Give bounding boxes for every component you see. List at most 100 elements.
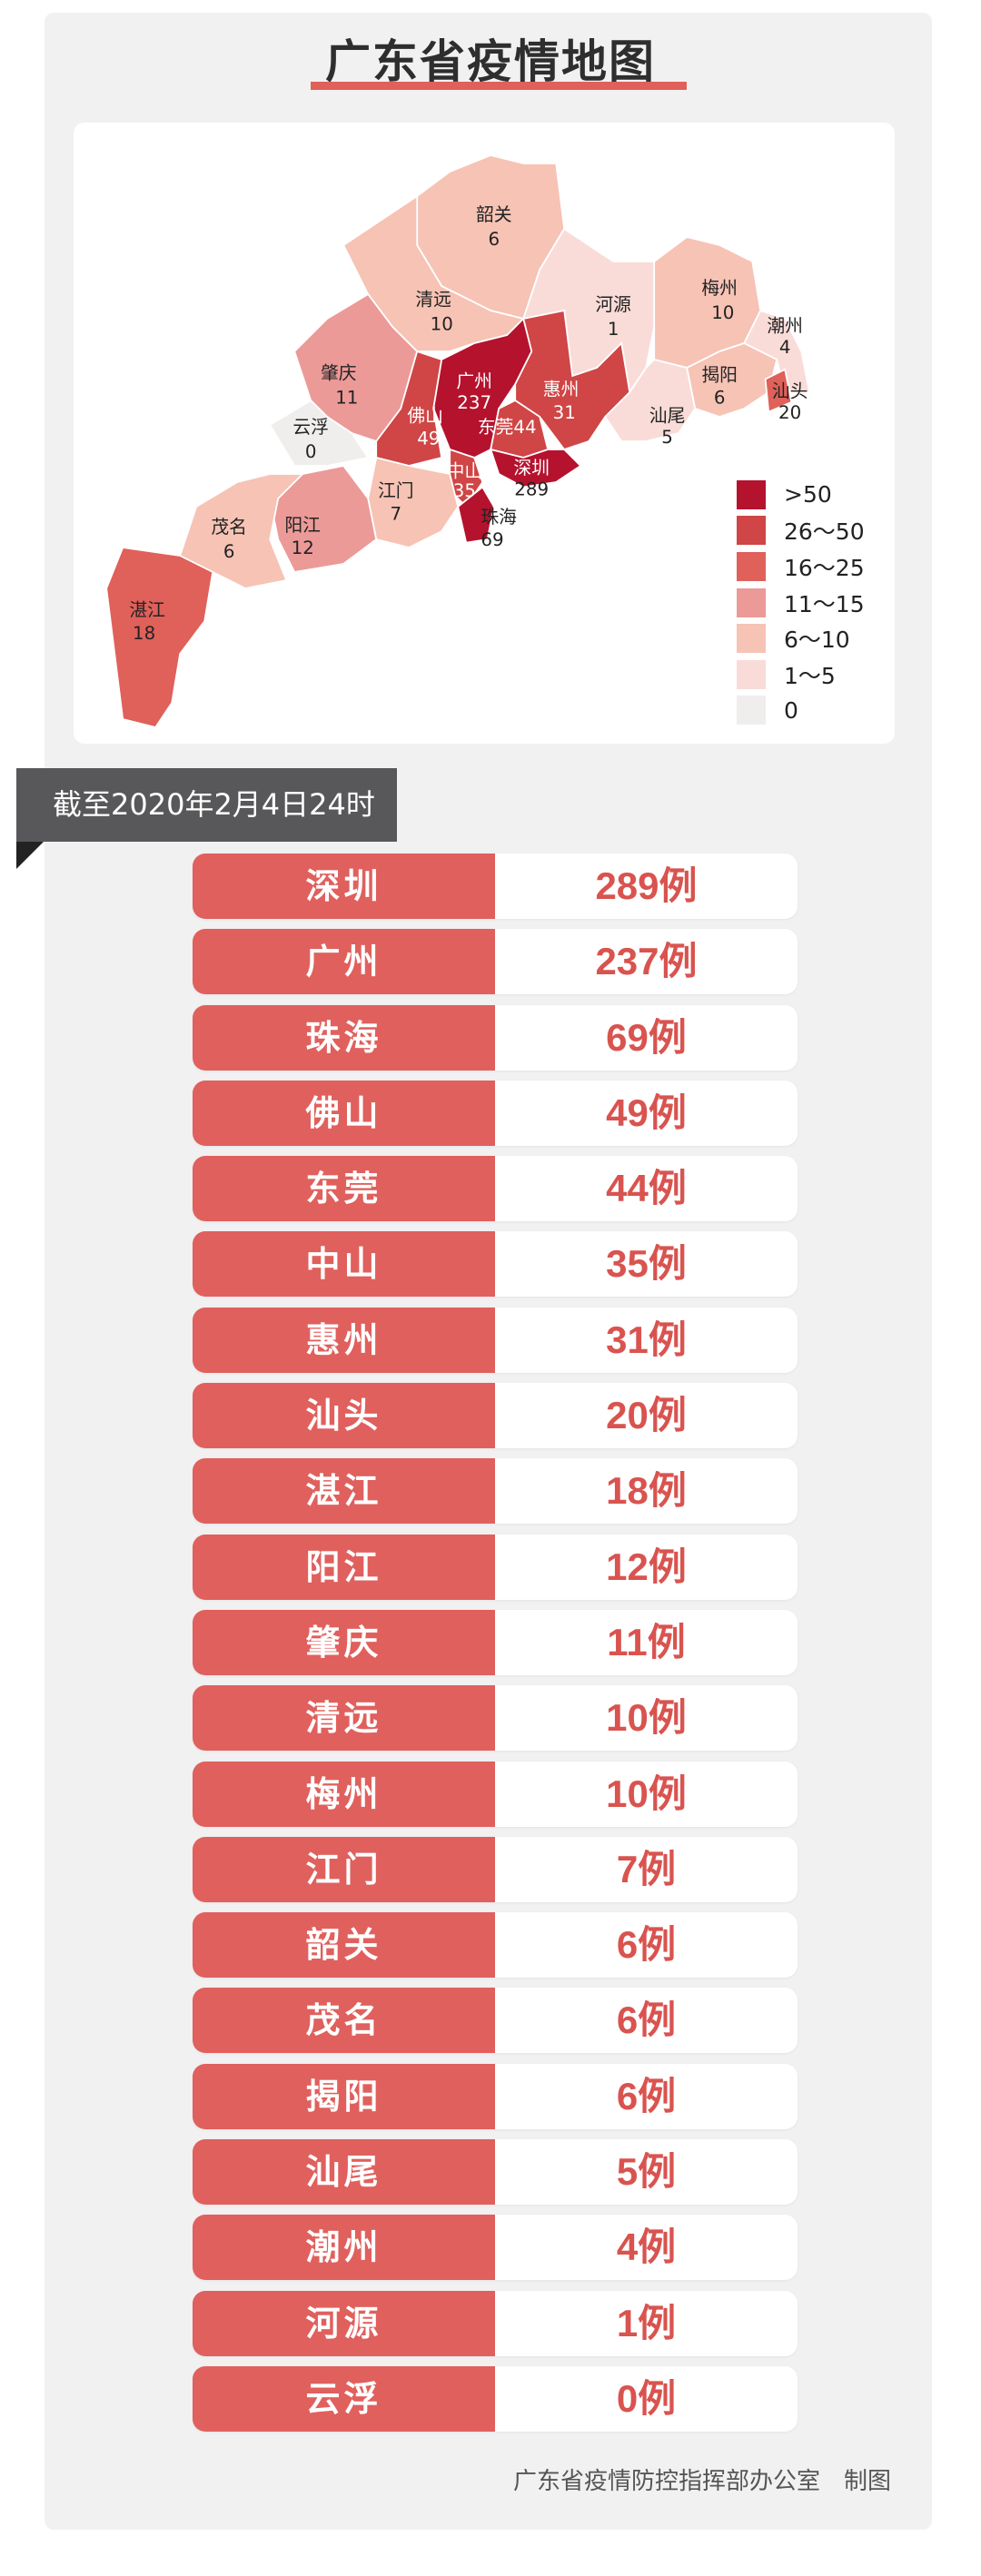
label-shaoguan: 韶关	[476, 204, 512, 225]
table-row: 肇庆 11例	[193, 1609, 798, 1675]
label-qingyuan: 清远	[415, 290, 451, 311]
as-of-banner: 截至2020年2月4日24时	[16, 768, 397, 842]
table-row: 汕头 20例	[193, 1383, 798, 1449]
case-count: 0例	[495, 2365, 798, 2432]
case-count: 10例	[495, 1761, 798, 1827]
city-name: 河源	[193, 2290, 495, 2356]
label-jieyang: 揭阳	[701, 364, 738, 385]
case-count: 6例	[495, 1912, 798, 1979]
city-name: 惠州	[193, 1307, 495, 1373]
city-name: 东莞	[193, 1156, 495, 1222]
city-name: 肇庆	[193, 1609, 495, 1675]
table-row: 江门 7例	[193, 1836, 798, 1902]
case-count: 10例	[495, 1685, 798, 1752]
city-name: 佛山	[193, 1080, 495, 1146]
city-name: 中山	[193, 1231, 495, 1298]
city-name: 广州	[193, 929, 495, 995]
count-shanwei: 5	[661, 427, 673, 448]
map-panel: 韶关 6 清远 10 河源 1 梅州 10 潮州 4 揭阳 6 汕头 20 汕尾 5 惠州 31 …	[74, 123, 895, 744]
label-zhaoqing: 肇庆	[321, 363, 357, 384]
region-zhanjiang	[105, 547, 214, 729]
case-count: 6例	[495, 2063, 798, 2129]
case-count: 5例	[495, 2139, 798, 2206]
region-guangzhou	[432, 317, 533, 459]
case-count: 49例	[495, 1080, 798, 1146]
legend-item: >50	[737, 477, 865, 513]
count-guangzhou: 237	[457, 392, 491, 413]
label-yunfu: 云浮	[292, 417, 329, 438]
label-maoming: 茂名	[211, 517, 247, 538]
label-zhongshan: 中山	[447, 461, 483, 482]
city-name: 江门	[193, 1836, 495, 1902]
case-count: 7例	[495, 1836, 798, 1902]
count-shenzhen: 289	[514, 479, 549, 499]
table-row: 湛江 18例	[193, 1458, 798, 1525]
case-count: 237例	[495, 929, 798, 995]
case-count: 20例	[495, 1383, 798, 1449]
count-meizhou: 10	[711, 302, 734, 323]
footer-credit: 广东省疫情防控指挥部办公室 制图	[512, 2468, 891, 2495]
table-row: 韶关 6例	[193, 1912, 798, 1979]
city-name: 云浮	[193, 2365, 495, 2432]
count-yangjiang: 12	[292, 538, 314, 558]
case-count: 35例	[495, 1231, 798, 1298]
label-meizhou: 梅州	[701, 278, 738, 299]
count-qingyuan: 10	[431, 314, 453, 335]
region-shantou	[764, 368, 793, 413]
table-row: 清远 10例	[193, 1685, 798, 1752]
count-yunfu: 0	[305, 441, 317, 462]
banner-fold	[16, 842, 44, 869]
region-yangjiang	[269, 465, 378, 573]
count-shaoguan: 6	[489, 229, 500, 250]
label-jiangmen: 江门	[378, 480, 414, 501]
table-row: 阳江 12例	[193, 1534, 798, 1600]
count-jieyang: 6	[714, 388, 726, 409]
table-row: 佛山 49例	[193, 1080, 798, 1146]
label-huizhou: 惠州	[543, 380, 580, 400]
case-count: 69例	[495, 1004, 798, 1071]
count-zhaoqing: 11	[335, 388, 358, 409]
title-underline	[311, 82, 687, 90]
page-title: 广东省疫情地图	[325, 35, 656, 88]
case-count: 18例	[495, 1458, 798, 1525]
city-name: 揭阳	[193, 2063, 495, 2129]
legend-item: 26～50	[737, 513, 865, 549]
region-shenzhen	[489, 448, 582, 489]
case-count: 31例	[495, 1307, 798, 1373]
label-shanwei: 汕尾	[649, 405, 686, 426]
map-legend: >50 26～50 16～25 11～15 6～10 1～5 0	[737, 477, 865, 728]
table-row: 揭阳 6例	[193, 2063, 798, 2129]
region-chaozhou	[742, 309, 811, 393]
label-heyuan: 河源	[595, 294, 631, 315]
count-zhuhai: 69	[481, 529, 503, 550]
table-row: 珠海 69例	[193, 1004, 798, 1071]
table-row: 深圳 289例	[193, 854, 798, 919]
count-heyuan: 1	[608, 319, 619, 340]
count-zhanjiang: 18	[133, 623, 155, 644]
table-row: 汕尾 5例	[193, 2139, 798, 2206]
case-table: 深圳 289例 广州 237例 珠海 69例 佛山 49例 东莞 44例 中山 35例 惠州 31例 汕头 2…	[193, 854, 798, 2442]
legend-item: 1～5	[737, 656, 865, 693]
count-foshan: 49	[417, 429, 440, 449]
legend-item: 0	[737, 693, 865, 729]
count-jiangmen: 7	[391, 503, 402, 524]
region-foshan	[375, 350, 443, 467]
region-huizhou	[514, 309, 631, 451]
case-count: 289例	[495, 854, 798, 919]
case-count: 4例	[495, 2215, 798, 2281]
city-name: 潮州	[193, 2215, 495, 2281]
case-count: 1例	[495, 2290, 798, 2356]
count-maoming: 6	[223, 541, 235, 562]
table-row: 中山 35例	[193, 1231, 798, 1298]
count-chaozhou: 4	[779, 337, 791, 358]
city-name: 珠海	[193, 1004, 495, 1071]
table-row: 梅州 10例	[193, 1761, 798, 1827]
city-name: 汕尾	[193, 2139, 495, 2206]
city-name: 茂名	[193, 1988, 495, 2054]
label-guangzhou: 广州	[456, 371, 492, 392]
region-yunfu	[268, 399, 370, 467]
table-row: 茂名 6例	[193, 1988, 798, 2054]
region-shanwei	[604, 359, 697, 442]
city-name: 深圳	[193, 854, 495, 919]
